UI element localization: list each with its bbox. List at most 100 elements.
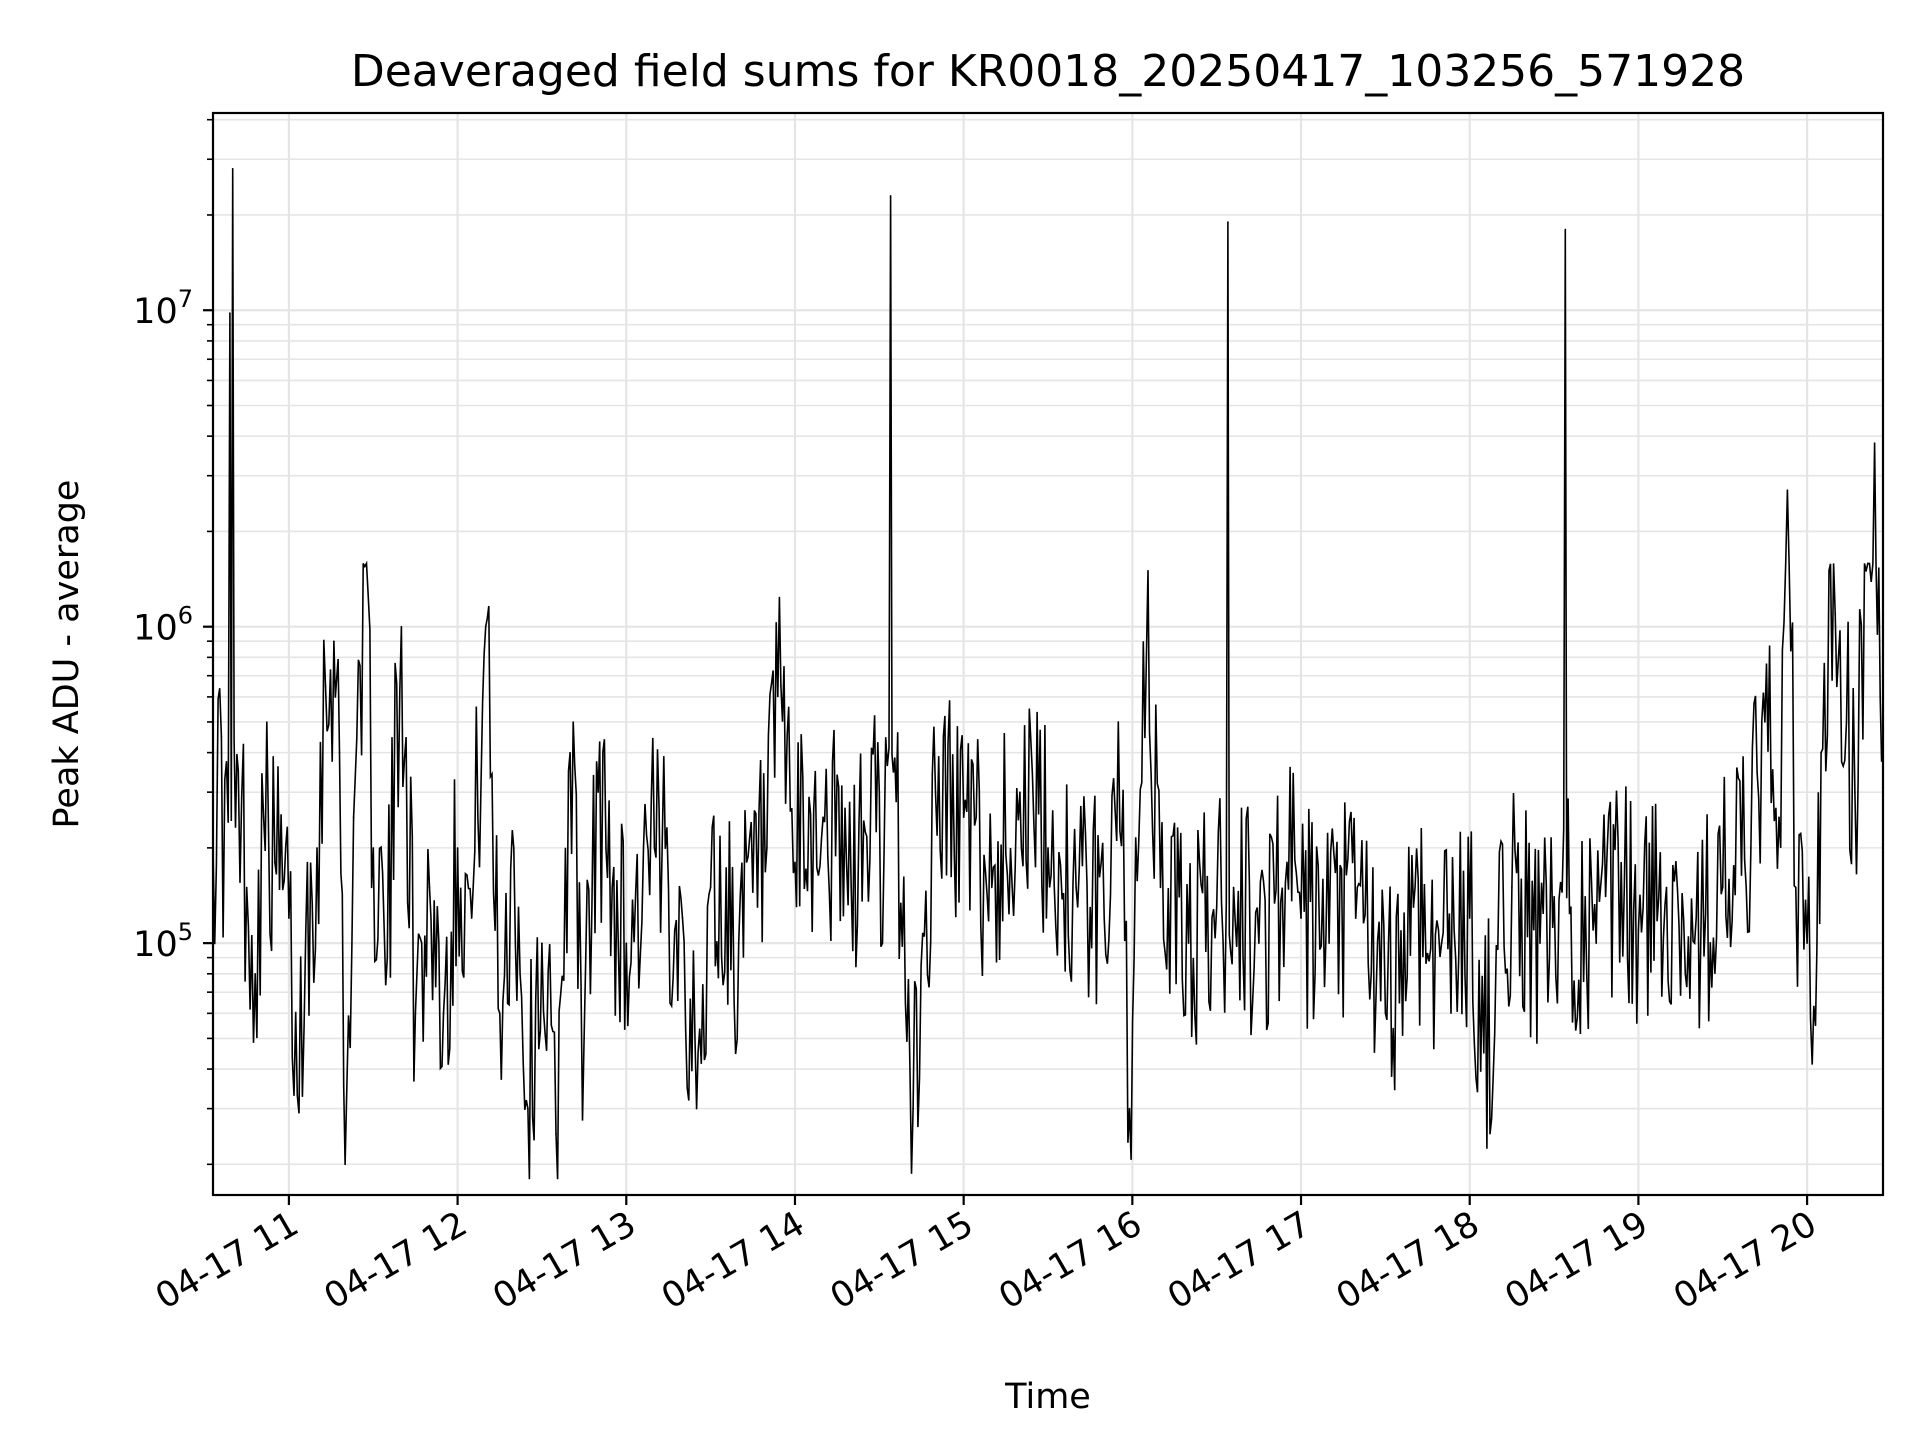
- plot-frame: [211, 111, 1885, 1197]
- data-point: [1879, 696, 1881, 698]
- data-point: [1570, 906, 1572, 908]
- data-point: [324, 685, 327, 687]
- data-point: [245, 886, 248, 889]
- data-point: [541, 942, 543, 944]
- series-line: [212, 168, 1884, 1180]
- data-point: [352, 816, 355, 819]
- data-point: [1564, 228, 1567, 231]
- data-point: [709, 886, 712, 889]
- data-point: [1468, 917, 1471, 919]
- data-point: [569, 751, 571, 754]
- data-point: [372, 847, 375, 849]
- data-point: [1854, 791, 1856, 793]
- data-point: [1047, 847, 1049, 849]
- data-point: [1806, 942, 1808, 944]
- data-point: [333, 640, 335, 642]
- data-point: [1865, 570, 1867, 572]
- data-point: [780, 685, 782, 687]
- data-point: [344, 1163, 346, 1166]
- data-point: [850, 886, 852, 889]
- data-point: [1258, 942, 1260, 944]
- data-point: [1778, 816, 1780, 819]
- data-point: [1845, 721, 1848, 723]
- data-point: [1286, 861, 1288, 864]
- data-point: [1834, 612, 1837, 615]
- data-point: [1128, 1107, 1131, 1110]
- data-point: [1539, 942, 1541, 944]
- data-point: [456, 847, 459, 849]
- data-point: [1187, 942, 1190, 944]
- data-point: [597, 791, 599, 793]
- data-point: [262, 816, 265, 819]
- data-point: [990, 886, 993, 889]
- data-point: [220, 735, 223, 738]
- data-point: [1440, 942, 1443, 944]
- data-point: [1145, 656, 1148, 659]
- data-point: [653, 847, 656, 849]
- data-point: [1795, 886, 1797, 889]
- data-point: [555, 1132, 557, 1135]
- data-point: [400, 625, 403, 628]
- data-point: [414, 1012, 417, 1015]
- data-point: [254, 973, 256, 975]
- data-point: [1721, 886, 1724, 889]
- data-point: [794, 861, 796, 864]
- data-point: [737, 942, 740, 944]
- data-point: [1103, 917, 1106, 919]
- data-point: [962, 816, 965, 819]
- data-point: [1215, 906, 1218, 908]
- data-point: [364, 565, 366, 568]
- data-point: [1595, 942, 1598, 944]
- data-point: [1412, 906, 1415, 908]
- y-axis-label: Peak ADU - average: [47, 480, 87, 829]
- data-point: [766, 847, 768, 849]
- data-point: [288, 917, 290, 919]
- data-point: [1300, 917, 1302, 919]
- data-point: [338, 751, 341, 754]
- data-point: [889, 194, 892, 197]
- data-point: [527, 1107, 529, 1110]
- data-point: [934, 791, 937, 793]
- data-point: [442, 1012, 445, 1015]
- data-point: [1075, 886, 1077, 889]
- data-point: [1637, 929, 1640, 931]
- data-point: [1384, 1012, 1387, 1015]
- data-point: [1159, 886, 1162, 889]
- data-point: [1227, 221, 1229, 223]
- data-point: [895, 800, 897, 803]
- data-point: [878, 791, 881, 793]
- data-point: [1820, 751, 1822, 754]
- data-point: [1019, 791, 1021, 793]
- data-point: [296, 1094, 299, 1097]
- data-point: [1511, 886, 1513, 889]
- data-point: [498, 1012, 501, 1015]
- minor-grid: [213, 118, 1883, 1166]
- data-point: [1693, 942, 1696, 944]
- data-point: [513, 847, 515, 849]
- data-point: [316, 847, 318, 849]
- y-tick-label: 107: [133, 285, 193, 332]
- data-point: [274, 861, 276, 864]
- data-point: [1356, 886, 1359, 889]
- data-point: [1482, 1052, 1485, 1054]
- data-point: [484, 625, 487, 628]
- y-axis-ticks: 105 106 107: [133, 118, 213, 1166]
- data-point: [1665, 886, 1668, 889]
- data-point: [583, 1037, 585, 1040]
- data-point: [1786, 489, 1789, 491]
- data-point: [695, 1107, 698, 1110]
- data-point: [681, 917, 684, 919]
- y-tick-label: 105: [133, 918, 193, 965]
- data-point: [1873, 442, 1876, 445]
- data-point: [237, 770, 240, 772]
- data-point: [912, 1107, 914, 1110]
- data-point: [1623, 886, 1626, 889]
- data-point: [625, 942, 628, 944]
- series-layer: [212, 167, 1884, 1180]
- data-point: [822, 816, 824, 819]
- data-point: [229, 312, 231, 314]
- data-point: [1764, 721, 1766, 723]
- chart-title: Deaveraged field sums for KR0018_2025041…: [351, 46, 1745, 97]
